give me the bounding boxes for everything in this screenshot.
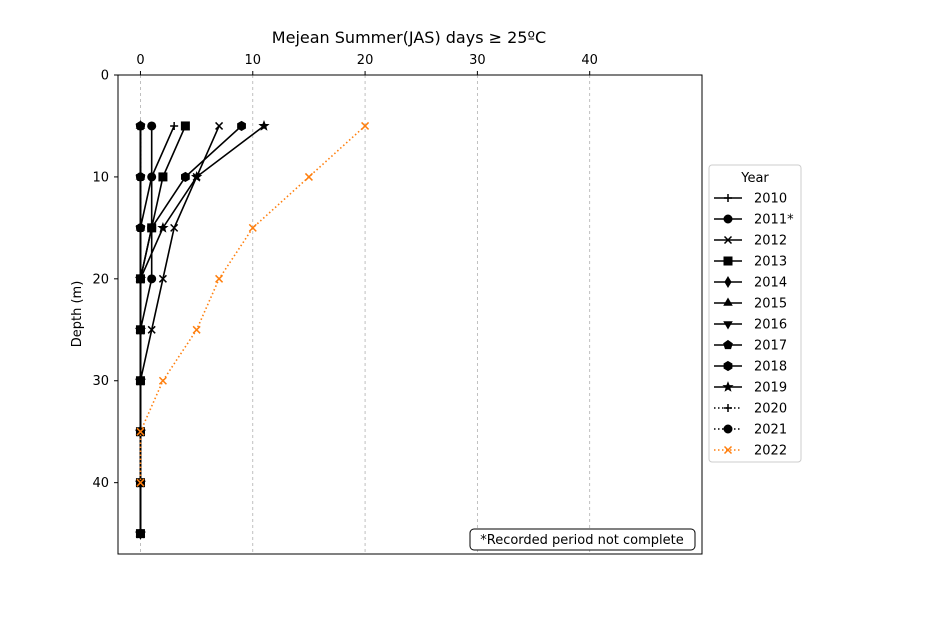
data-point <box>258 120 270 131</box>
y-tick-label: 20 <box>92 272 109 287</box>
data-point <box>192 325 201 334</box>
data-point <box>135 121 145 131</box>
legend-marker <box>723 297 733 306</box>
legend: Year 20102011*20122013201420152016201720… <box>708 164 802 463</box>
data-point <box>304 172 313 181</box>
legend-marker <box>723 424 733 434</box>
data-point <box>190 170 203 182</box>
data-point <box>147 325 156 334</box>
data-point <box>147 222 157 233</box>
series-line <box>139 125 366 483</box>
data-point <box>361 121 370 130</box>
legend-marker <box>723 321 733 330</box>
legend-label: 2017 <box>754 339 787 354</box>
series-line <box>139 125 243 534</box>
data-point <box>170 223 179 232</box>
legend-marker <box>723 339 733 350</box>
legend-item: 2020 <box>714 402 787 417</box>
legend-item: 2015 <box>714 297 787 312</box>
data-point <box>147 121 157 131</box>
data-point <box>237 120 246 132</box>
legend-item: 2013 <box>714 255 787 270</box>
legend-label: 2011* <box>754 213 794 228</box>
data-point <box>136 427 145 436</box>
legend-label: 2015 <box>754 297 787 312</box>
y-tick-label: 40 <box>92 476 109 491</box>
y-ticks: 0 10 20 30 40 <box>92 69 118 491</box>
chart-title: Mejean Summer(JAS) days ≥ 25ºC <box>272 28 546 47</box>
legend-item: 2014 <box>714 276 787 291</box>
data-point <box>135 376 145 386</box>
legend-marker <box>723 214 733 224</box>
legend-item: 2016 <box>714 318 787 333</box>
annotation-box: *Recorded period not complete <box>469 528 696 551</box>
data-point <box>135 223 145 233</box>
data-point <box>215 121 224 130</box>
grid <box>140 75 591 554</box>
legend-marker <box>724 194 732 202</box>
y-tick-label: 30 <box>92 374 109 389</box>
series-2022 <box>136 121 370 487</box>
data-point <box>180 171 190 182</box>
legend-title: Year <box>740 171 769 186</box>
x-tick-label: 0 <box>136 53 144 68</box>
y-tick-label: 0 <box>101 69 109 84</box>
legend-marker <box>723 445 733 455</box>
data-point <box>158 274 167 283</box>
data-point <box>135 325 145 335</box>
data-point <box>248 223 257 232</box>
data-point <box>136 478 145 487</box>
y-tick-label: 10 <box>92 170 109 185</box>
legend-item: 2021 <box>714 423 787 438</box>
annotation-text: *Recorded period not complete <box>480 533 684 548</box>
legend-label: 2018 <box>754 360 787 375</box>
legend-label: 2022 <box>754 444 787 459</box>
legend-marker <box>723 256 733 266</box>
x-tick-label: 30 <box>469 53 486 68</box>
legend-item: 2011* <box>714 213 794 228</box>
legend-marker <box>723 235 733 245</box>
y-axis-label: Depth (m) <box>70 281 85 348</box>
data-point <box>215 274 224 283</box>
legend-items: 2010 2011* 2012 2013 2014 2015 2016 2017 2018 201… <box>714 192 794 459</box>
legend-item: 2018 <box>714 360 787 375</box>
legend-item: 2017 <box>714 339 787 354</box>
legend-label: 2019 <box>754 381 787 396</box>
series-layer <box>134 119 370 540</box>
x-tick-label: 20 <box>357 53 374 68</box>
data-point <box>158 172 168 182</box>
legend-marker <box>724 404 732 412</box>
data-point <box>147 172 157 182</box>
x-tick-label: 10 <box>244 53 261 68</box>
legend-label: 2013 <box>754 255 787 270</box>
legend-label: 2012 <box>754 234 787 249</box>
legend-label: 2020 <box>754 402 787 417</box>
data-point <box>134 527 147 539</box>
series-line <box>139 125 265 534</box>
legend-item: 2022 <box>714 444 787 459</box>
data-point <box>170 121 179 130</box>
data-point <box>147 274 157 284</box>
legend-item: 2019 <box>714 381 787 396</box>
plot-frame <box>117 74 703 555</box>
legend-label: 2010 <box>754 192 787 207</box>
legend-marker <box>724 276 732 288</box>
legend-marker <box>723 360 733 372</box>
data-point <box>180 121 190 131</box>
x-ticks: 0 10 20 30 40 <box>136 53 598 75</box>
legend-item: 2012 <box>714 234 787 249</box>
series-line <box>139 125 175 534</box>
series-2019 <box>134 120 270 539</box>
legend-label: 2014 <box>754 276 787 291</box>
data-point <box>135 274 145 284</box>
legend-label: 2016 <box>754 318 787 333</box>
legend-item: 2010 <box>714 192 787 207</box>
data-point <box>135 172 145 182</box>
data-point <box>158 376 167 385</box>
data-point <box>157 221 169 233</box>
legend-label: 2021 <box>754 423 787 438</box>
x-tick-label: 40 <box>581 53 598 68</box>
legend-marker <box>722 381 734 392</box>
